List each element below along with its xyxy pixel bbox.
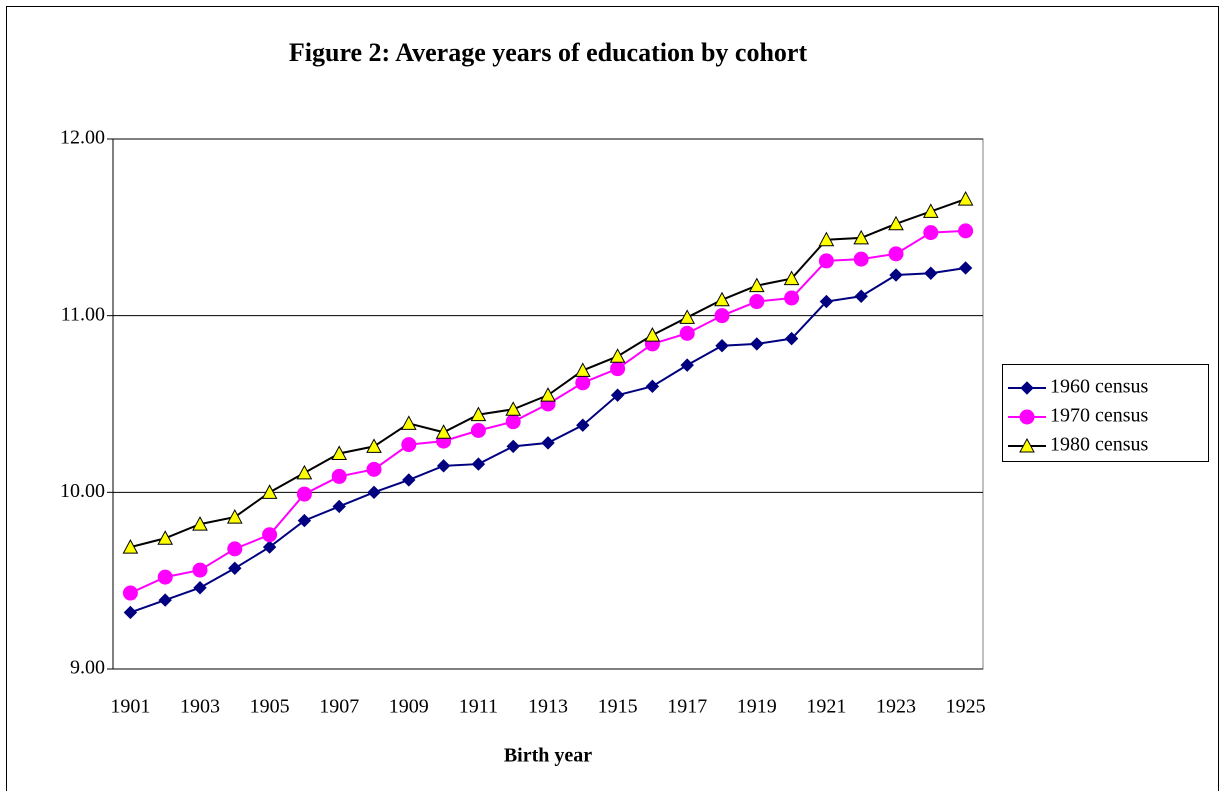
data-point [470, 423, 486, 438]
legend-label: 1980 census [1050, 434, 1149, 456]
data-point [924, 266, 938, 280]
data-point [818, 253, 834, 269]
data-point [122, 539, 139, 554]
data-point [888, 246, 904, 262]
data-point [192, 562, 208, 578]
x-tick-label: 1905 [250, 696, 290, 718]
data-point [505, 414, 521, 430]
y-tick-label: 10.00 [60, 480, 105, 502]
legend-label: 1970 census [1050, 405, 1149, 427]
x-tick-label: 1903 [180, 696, 220, 718]
data-point [644, 327, 661, 342]
data-point [262, 540, 277, 554]
data-point [748, 277, 765, 293]
data-point [506, 439, 520, 454]
data-point [853, 251, 869, 267]
data-point [123, 605, 138, 620]
x-tick-label: 1917 [667, 696, 707, 718]
data-point [609, 348, 626, 363]
data-point [367, 485, 381, 500]
data-point [436, 459, 451, 473]
data-point [157, 530, 174, 545]
data-point [435, 424, 452, 439]
data-point [819, 294, 834, 309]
data-point [296, 486, 312, 502]
data-point [922, 203, 939, 218]
data-point [715, 338, 729, 353]
data-point [157, 569, 173, 585]
data-point [470, 406, 487, 422]
data-point [505, 401, 522, 416]
data-point [714, 291, 730, 307]
y-tick-label: 11.00 [61, 303, 105, 325]
y-tick-label: 9.00 [70, 657, 105, 679]
data-point [854, 289, 868, 303]
data-point [957, 191, 974, 206]
data-point [296, 464, 313, 480]
legend-marker [1019, 437, 1035, 453]
data-point [193, 581, 207, 595]
data-point [783, 270, 800, 286]
x-tick-label: 1919 [737, 696, 777, 718]
data-point [331, 445, 348, 460]
data-point [575, 375, 591, 391]
data-point [297, 513, 312, 528]
data-point [645, 379, 660, 394]
data-point [714, 308, 730, 324]
data-point [784, 331, 799, 346]
data-point [576, 418, 590, 432]
x-tick-label: 1925 [946, 696, 986, 718]
data-point [680, 358, 694, 372]
data-point [192, 516, 208, 531]
legend-marker [1020, 381, 1034, 395]
data-point [540, 387, 556, 402]
data-point [261, 484, 278, 499]
data-point [331, 468, 347, 484]
data-point [818, 231, 835, 247]
chart-title: Figure 2: Average years of education by … [289, 38, 808, 67]
data-point [958, 261, 973, 275]
data-point [750, 337, 764, 351]
data-point [401, 437, 417, 453]
data-point [610, 361, 626, 377]
x-tick-label: 1909 [389, 696, 429, 718]
data-point [610, 388, 625, 402]
data-point [541, 436, 555, 450]
data-point [402, 473, 416, 487]
x-tick-label: 1911 [459, 696, 498, 718]
data-point [958, 223, 974, 239]
data-point [228, 561, 242, 576]
data-point [923, 225, 939, 241]
data-point [366, 438, 382, 453]
x-tick-label: 1901 [110, 696, 150, 718]
x-tick-label: 1923 [876, 696, 916, 718]
legend-label: 1960 census [1050, 376, 1149, 398]
x-axis-label: Birth year [504, 745, 592, 767]
data-point [227, 541, 243, 557]
y-tick-label: 12.00 [60, 127, 105, 149]
data-point [366, 461, 382, 477]
data-point [679, 309, 696, 324]
data-point [226, 509, 243, 524]
data-point [332, 499, 346, 514]
data-point [574, 362, 591, 377]
x-tick-label: 1913 [528, 696, 568, 718]
data-point [471, 457, 486, 471]
data-point [158, 593, 172, 607]
data-point [122, 585, 138, 601]
data-point [888, 215, 904, 231]
data-point [784, 290, 800, 306]
data-point [679, 325, 695, 341]
data-point [262, 527, 278, 543]
x-tick-label: 1921 [806, 696, 846, 718]
data-point [889, 268, 903, 282]
legend-marker [1019, 409, 1035, 425]
data-point [853, 229, 870, 245]
data-point [749, 294, 765, 310]
x-tick-label: 1907 [319, 696, 359, 718]
data-point [400, 415, 417, 430]
x-tick-label: 1915 [598, 696, 638, 718]
